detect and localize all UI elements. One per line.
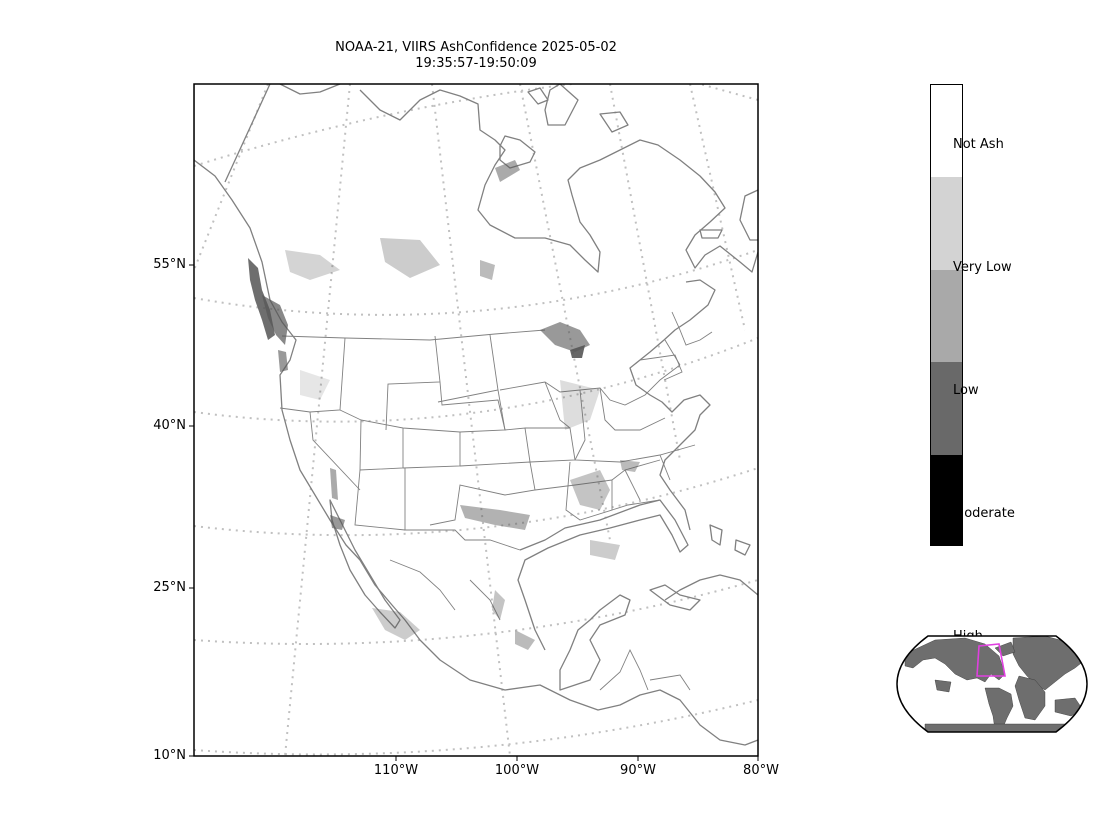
title-line-1: NOAA-21, VIIRS AshConfidence 2025-05-02: [335, 40, 617, 55]
lat-label-55n: 55°N: [153, 257, 186, 272]
title-line-2: 19:35:57-19:50:09: [415, 56, 537, 71]
colorbar-segment-high: [931, 454, 962, 545]
plot-title: NOAA-21, VIIRS AshConfidence 2025-05-02 …: [194, 40, 758, 72]
state-boundaries: [279, 311, 713, 691]
lon-label-90w: 90°W: [620, 763, 656, 778]
colorbar-segment-not-ash: [931, 85, 962, 177]
colorbar-segment-moderate: [931, 362, 962, 455]
inset-landmasses: [904, 636, 1086, 732]
colorbar: [930, 84, 963, 546]
lat-label-10n: 10°N: [153, 748, 186, 763]
colorbar-label-moderate: Moderate: [953, 506, 1015, 521]
lon-label-100w: 100°W: [494, 763, 540, 778]
inset-extent-box: [976, 643, 1006, 677]
lon-label-80w: 80°W: [743, 763, 779, 778]
lon-label-110w: 110°W: [373, 763, 419, 778]
lat-label-25n: 25°N: [153, 580, 186, 595]
globe-inset-map: [896, 635, 1088, 733]
map-frame: [193, 83, 759, 757]
colorbar-label-not-ash: Not Ash: [953, 137, 1004, 152]
colorbar-label-low: Low: [953, 383, 979, 398]
ash-detections: [248, 160, 640, 650]
coastlines: [194, 84, 758, 746]
graticule: [194, 84, 758, 756]
axis-ticks: [189, 264, 759, 761]
map-content: [194, 84, 758, 756]
colorbar-segment-very-low: [931, 177, 962, 270]
lat-label-40n: 40°N: [153, 418, 186, 433]
colorbar-label-very-low: Very Low: [953, 260, 1012, 275]
colorbar-segment-low: [931, 269, 962, 362]
